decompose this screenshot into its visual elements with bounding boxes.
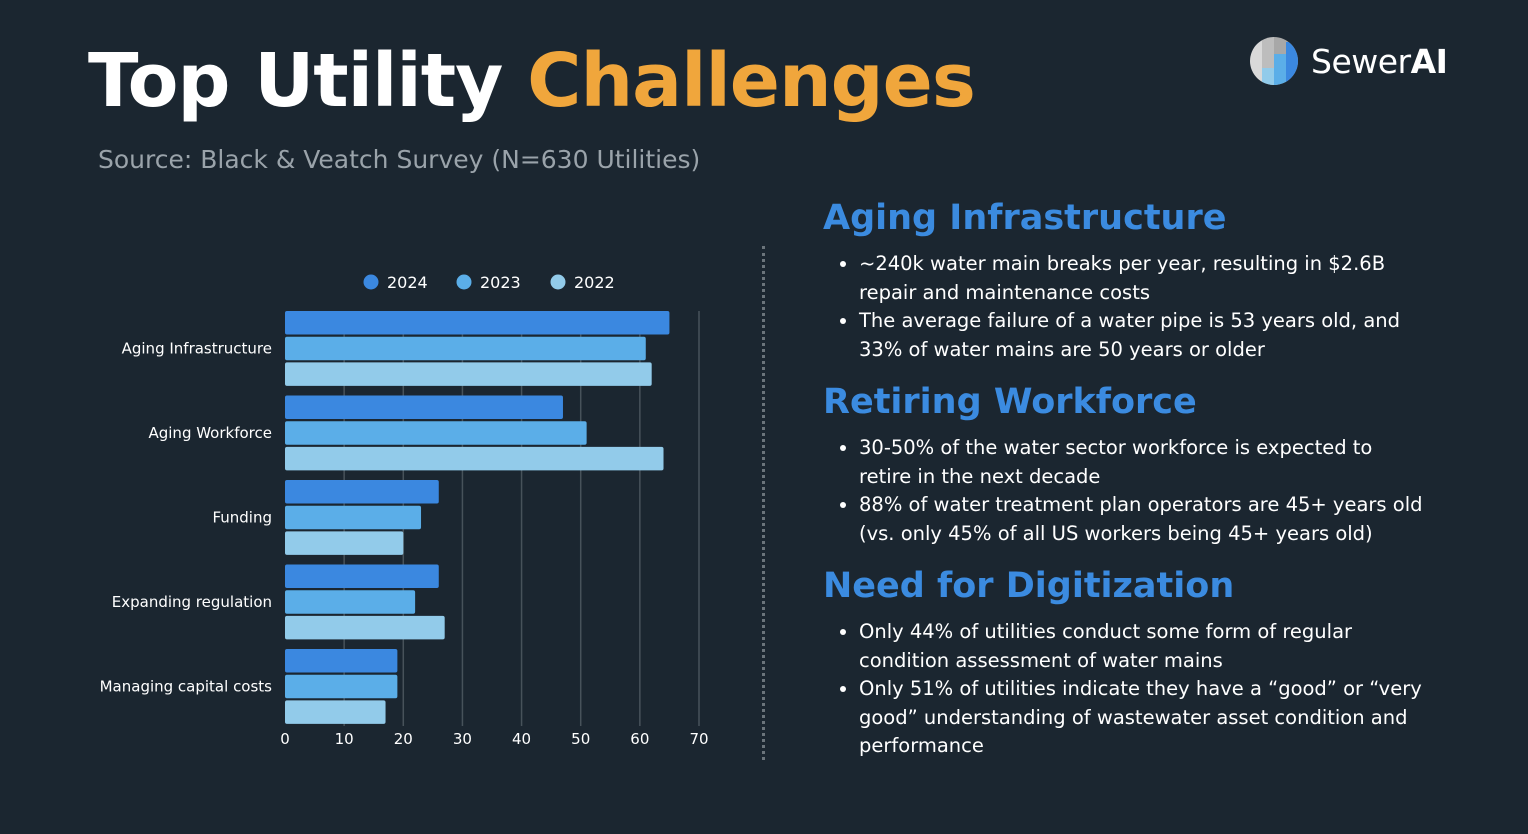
bar-2023 — [285, 505, 422, 530]
x-tick-label: 60 — [630, 730, 649, 748]
bar-2024 — [285, 649, 398, 673]
x-tick-label: 50 — [571, 730, 590, 748]
bullet-list: Only 44% of utilities conduct some form … — [823, 618, 1423, 761]
x-tick-label: 0 — [280, 730, 290, 748]
legend-label: 2022 — [574, 273, 615, 292]
section-0: Aging Infrastructure ~240k water main bre… — [823, 198, 1423, 364]
challenges-panel: Aging Infrastructure ~240k water main bre… — [823, 198, 1423, 779]
y-category-label: Expanding regulation — [112, 593, 272, 611]
page-title: Top Utility Challenges — [88, 44, 976, 118]
bullet-list: 30-50% of the water sector workforce is … — [823, 434, 1423, 548]
x-tick-label: 10 — [335, 730, 354, 748]
legend-marker-2022 — [550, 274, 566, 290]
y-category-label: Aging Infrastructure — [122, 339, 272, 357]
legend-marker-2024 — [363, 274, 379, 290]
divider — [762, 246, 765, 760]
y-category-label: Aging Workforce — [148, 424, 272, 442]
y-category-label: Managing capital costs — [100, 677, 273, 695]
logo-icon — [1250, 37, 1298, 85]
logo-text: SewerAI — [1311, 41, 1448, 81]
section-title: Retiring Workforce — [823, 382, 1197, 422]
bar-2022 — [285, 446, 664, 471]
bar-2023 — [285, 421, 587, 445]
subtitle: Source: Black & Veatch Survey (N=630 Uti… — [98, 145, 701, 174]
bar-2024 — [285, 311, 670, 335]
bar-2023 — [285, 336, 646, 361]
bullet-item: The average failure of a water pipe is 5… — [859, 307, 1423, 364]
section-2: Need for Digitization Only 44% of utiliti… — [823, 566, 1423, 761]
y-category-label: Funding — [212, 508, 272, 526]
logo: SewerAI — [1249, 36, 1448, 86]
bar-chart: 0 10 20 30 40 50 60 70 Aging Infrastructure Aging… — [100, 273, 709, 748]
logo-text-regular: Sewer — [1311, 41, 1411, 81]
x-tick-label: 20 — [394, 730, 413, 748]
legend-label: 2024 — [387, 273, 428, 292]
bar-2024 — [285, 564, 439, 588]
bar-2022 — [285, 615, 445, 640]
bullet-list: ~240k water main breaks per year, result… — [823, 250, 1423, 364]
bullet-item: Only 51% of utilities indicate they have… — [859, 675, 1423, 761]
bar-2023 — [285, 674, 398, 699]
section-title: Aging Infrastructure — [823, 198, 1227, 238]
x-tick-label: 30 — [453, 730, 472, 748]
x-tick-label: 40 — [512, 730, 531, 748]
legend-label: 2023 — [480, 273, 521, 292]
bar-2023 — [285, 590, 416, 614]
title-main: Top Utility — [88, 38, 528, 124]
bar-2022 — [285, 531, 404, 555]
legend-marker-2023 — [456, 274, 472, 290]
bullet-item: Only 44% of utilities conduct some form … — [859, 618, 1423, 675]
section-1: Retiring Workforce 30-50% of the water se… — [823, 382, 1423, 548]
section-title: Need for Digitization — [823, 566, 1235, 606]
bullet-item: 30-50% of the water sector workforce is … — [859, 434, 1423, 491]
logo-text-bold: AI — [1410, 41, 1448, 81]
bar-2022 — [285, 362, 652, 386]
bar-2024 — [285, 395, 563, 419]
x-tick-label: 70 — [689, 730, 708, 748]
title-highlight: Challenges — [527, 38, 976, 124]
bar-2024 — [285, 480, 439, 504]
bullet-item: ~240k water main breaks per year, result… — [859, 250, 1423, 307]
bar-2022 — [285, 700, 386, 724]
bullet-item: 88% of water treatment plan operators ar… — [859, 491, 1423, 548]
